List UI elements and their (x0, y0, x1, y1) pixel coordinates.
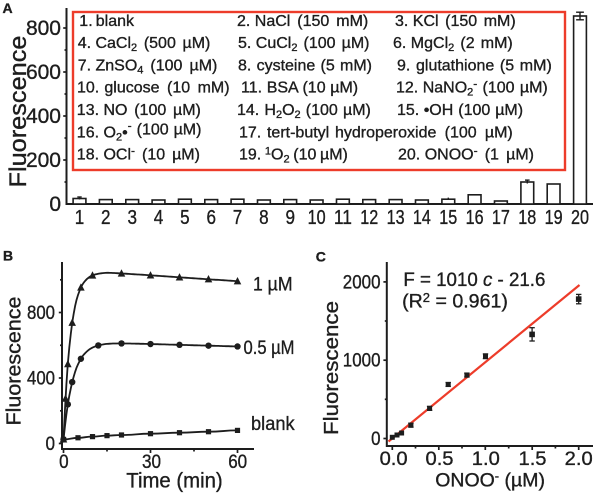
svg-text:10. glucose (10 mM): 10. glucose (10 mM) (77, 80, 230, 97)
svg-text:14: 14 (413, 207, 431, 229)
svg-text:19: 19 (545, 207, 563, 229)
svg-text:15. •OH (100 µM): 15. •OH (100 µM) (397, 102, 523, 119)
svg-text:1. blank: 1. blank (79, 13, 135, 30)
svg-text:C: C (316, 249, 326, 265)
svg-text:10: 10 (308, 207, 326, 229)
svg-text:2.0: 2.0 (565, 449, 593, 470)
svg-text:Fluorescence: Fluorescence (4, 297, 26, 426)
svg-text:8: 8 (259, 207, 269, 229)
svg-text:8. cysteine (5 mM): 8. cysteine (5 mM) (238, 57, 372, 74)
svg-text:blank: blank (251, 413, 295, 435)
svg-text:0.5: 0.5 (426, 449, 454, 470)
svg-text:Fluorescence: Fluorescence (5, 36, 32, 188)
svg-text:4. CaCl2 (500 µM): 4. CaCl2 (500 µM) (78, 35, 211, 54)
svg-text:9. glutathione (5 mM): 9. glutathione (5 mM) (397, 57, 552, 74)
svg-text:0: 0 (49, 193, 61, 216)
svg-text:11: 11 (334, 207, 352, 229)
svg-text:18. OCl- (10 µM): 18. OCl- (10 µM) (77, 144, 200, 164)
svg-text:0.0: 0.0 (380, 449, 408, 470)
svg-text:2. NaCl (150 mM): 2. NaCl (150 mM) (237, 13, 368, 30)
svg-text:F = 1010 c - 21.6: F = 1010 c - 21.6 (403, 269, 545, 291)
svg-text:1 µM: 1 µM (253, 274, 293, 296)
svg-text:2: 2 (101, 207, 111, 229)
svg-text:0.5 µM: 0.5 µM (244, 337, 295, 359)
svg-text:3: 3 (127, 207, 137, 229)
svg-text:5: 5 (180, 207, 190, 229)
svg-text:800: 800 (27, 303, 55, 324)
svg-text:19. 1O2 (10 µM): 19. 1O2 (10 µM) (239, 146, 348, 166)
svg-text:200: 200 (26, 149, 61, 172)
svg-text:400: 400 (26, 105, 61, 128)
svg-text:0: 0 (59, 452, 69, 473)
svg-text:9: 9 (285, 207, 295, 229)
svg-text:400: 400 (27, 369, 55, 390)
svg-text:800: 800 (26, 17, 61, 40)
svg-text:1.5: 1.5 (519, 449, 547, 470)
svg-text:0: 0 (46, 434, 56, 455)
svg-text:20: 20 (571, 207, 589, 229)
svg-text:16: 16 (466, 207, 484, 229)
svg-text:30: 30 (142, 452, 161, 473)
svg-text:18: 18 (518, 207, 536, 229)
svg-text:13. NO (100 µM): 13. NO (100 µM) (77, 102, 201, 119)
svg-text:11. BSA (10 µM): 11. BSA (10 µM) (241, 80, 358, 97)
svg-text:6. MgCl2 (2 mM): 6. MgCl2 (2 mM) (393, 35, 513, 54)
svg-text:17: 17 (492, 207, 510, 229)
svg-text:4: 4 (154, 207, 164, 229)
svg-text:Time (min): Time (min) (126, 469, 222, 493)
svg-text:7. ZnSO4 (100 µM): 7. ZnSO4 (100 µM) (78, 57, 218, 76)
svg-text:5. CuCl2 (100 µM): 5. CuCl2 (100 µM) (238, 35, 369, 54)
svg-text:1000: 1000 (343, 351, 381, 372)
svg-text:12. NaNO2- (100 µM): 12. NaNO2- (100 µM) (396, 77, 548, 99)
svg-text:60: 60 (228, 452, 247, 473)
svg-text:6: 6 (206, 207, 216, 229)
svg-text:Fluorescence: Fluorescence (321, 301, 343, 435)
svg-text:1.0: 1.0 (472, 449, 500, 470)
svg-text:2000: 2000 (343, 272, 381, 293)
svg-text:17. tert-butyl hydroperoxide (: 17. tert-butyl hydroperoxide (100 µM) (239, 124, 513, 141)
svg-text:B: B (3, 248, 13, 264)
svg-text:15: 15 (439, 207, 457, 229)
svg-text:ONOO- (µM): ONOO- (µM) (435, 469, 545, 492)
svg-text:20. ONOO- (1 µM): 20. ONOO- (1 µM) (398, 144, 534, 164)
svg-text:14. H2O2 (100 µM): 14. H2O2 (100 µM) (237, 102, 371, 121)
svg-text:0: 0 (371, 429, 380, 450)
svg-text:A: A (3, 0, 13, 16)
svg-text:1: 1 (75, 207, 85, 229)
svg-text:12: 12 (360, 207, 378, 229)
svg-text:3. KCl (150 mM): 3. KCl (150 mM) (395, 13, 516, 30)
svg-text:600: 600 (26, 61, 61, 84)
svg-text:7: 7 (233, 207, 243, 229)
svg-text:13: 13 (387, 207, 405, 229)
svg-text:(R2 = 0.961): (R2 = 0.961) (402, 290, 508, 313)
